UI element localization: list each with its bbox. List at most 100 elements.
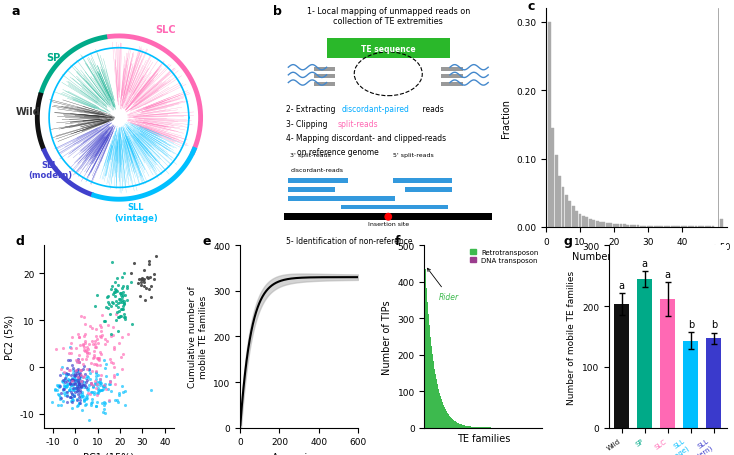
- Point: [115, 289, 126, 297]
- Point: [103, 299, 115, 306]
- Point: [68, 393, 80, 400]
- Point: [138, 276, 150, 283]
- Bar: [609, 223, 612, 228]
- Point: [137, 276, 149, 283]
- Point: [87, 381, 98, 389]
- Point: [81, 344, 93, 351]
- Point: [117, 389, 129, 396]
- Bar: [636, 226, 639, 228]
- Point: [95, 311, 107, 318]
- Point: [70, 396, 82, 403]
- Point: [73, 334, 85, 341]
- Point: [76, 393, 88, 400]
- Point: [103, 398, 115, 405]
- Point: [103, 311, 115, 318]
- Bar: [551, 128, 554, 228]
- Point: [64, 376, 76, 384]
- Bar: [288, 188, 335, 192]
- Point: [80, 374, 92, 381]
- Point: [79, 372, 90, 379]
- Point: [126, 279, 137, 286]
- Point: [92, 339, 103, 346]
- Bar: [674, 227, 677, 228]
- Bar: [677, 227, 680, 228]
- Point: [65, 344, 77, 351]
- Point: [101, 361, 112, 368]
- Point: [73, 351, 84, 359]
- Text: discordant-reads: discordant-reads: [291, 168, 344, 173]
- Point: [79, 314, 90, 321]
- Point: [67, 370, 79, 377]
- Point: [65, 379, 76, 387]
- Point: [115, 354, 127, 361]
- Point: [142, 274, 153, 282]
- Point: [117, 382, 128, 389]
- Point: [72, 378, 84, 385]
- Point: [98, 401, 110, 409]
- Point: [80, 346, 92, 354]
- Bar: [626, 226, 629, 228]
- Point: [115, 313, 126, 320]
- Bar: [572, 207, 575, 228]
- Text: a: a: [619, 280, 625, 290]
- Point: [89, 341, 101, 349]
- Point: [67, 364, 79, 371]
- Bar: [694, 227, 697, 228]
- Point: [88, 391, 100, 398]
- Point: [80, 393, 92, 400]
- Bar: [341, 205, 448, 210]
- Point: [95, 400, 107, 407]
- Y-axis label: Fraction: Fraction: [501, 99, 511, 138]
- Bar: [592, 221, 595, 228]
- Point: [80, 396, 92, 403]
- Point: [98, 341, 110, 348]
- Point: [69, 367, 81, 374]
- Point: [116, 297, 128, 304]
- Point: [89, 337, 101, 344]
- Text: 4- Mapping discordant- and clipped-reads: 4- Mapping discordant- and clipped-reads: [286, 134, 446, 142]
- Point: [85, 400, 97, 407]
- Point: [71, 358, 83, 365]
- Point: [118, 313, 130, 321]
- Point: [81, 376, 93, 383]
- Point: [86, 338, 98, 345]
- Bar: [684, 227, 687, 228]
- Point: [67, 381, 79, 389]
- Point: [73, 379, 85, 386]
- Point: [87, 399, 98, 406]
- Point: [109, 301, 121, 308]
- Point: [85, 381, 97, 388]
- Point: [57, 344, 69, 351]
- Point: [76, 313, 87, 320]
- Bar: [314, 83, 335, 86]
- Text: Insertion site: Insertion site: [368, 222, 409, 227]
- Point: [109, 279, 120, 286]
- Point: [46, 398, 58, 405]
- Point: [115, 292, 126, 299]
- Point: [72, 366, 84, 373]
- Y-axis label: Cumulative number of
mobile TE families: Cumulative number of mobile TE families: [188, 286, 208, 388]
- Bar: [711, 227, 714, 228]
- Text: 5' split-reads: 5' split-reads: [393, 152, 433, 157]
- Point: [67, 381, 79, 388]
- Bar: [603, 222, 606, 228]
- Point: [104, 377, 116, 384]
- Bar: [548, 23, 550, 228]
- Point: [64, 377, 76, 384]
- Point: [58, 386, 70, 393]
- Point: [75, 389, 87, 396]
- Point: [78, 382, 90, 389]
- Point: [68, 393, 79, 400]
- Point: [62, 375, 74, 383]
- Point: [62, 357, 74, 364]
- Point: [84, 340, 95, 348]
- Point: [95, 386, 106, 394]
- Point: [52, 390, 64, 397]
- Point: [74, 373, 86, 380]
- Point: [59, 368, 70, 375]
- Point: [98, 398, 109, 405]
- Point: [143, 258, 155, 265]
- Point: [118, 269, 130, 277]
- Point: [65, 382, 77, 389]
- Point: [72, 384, 84, 391]
